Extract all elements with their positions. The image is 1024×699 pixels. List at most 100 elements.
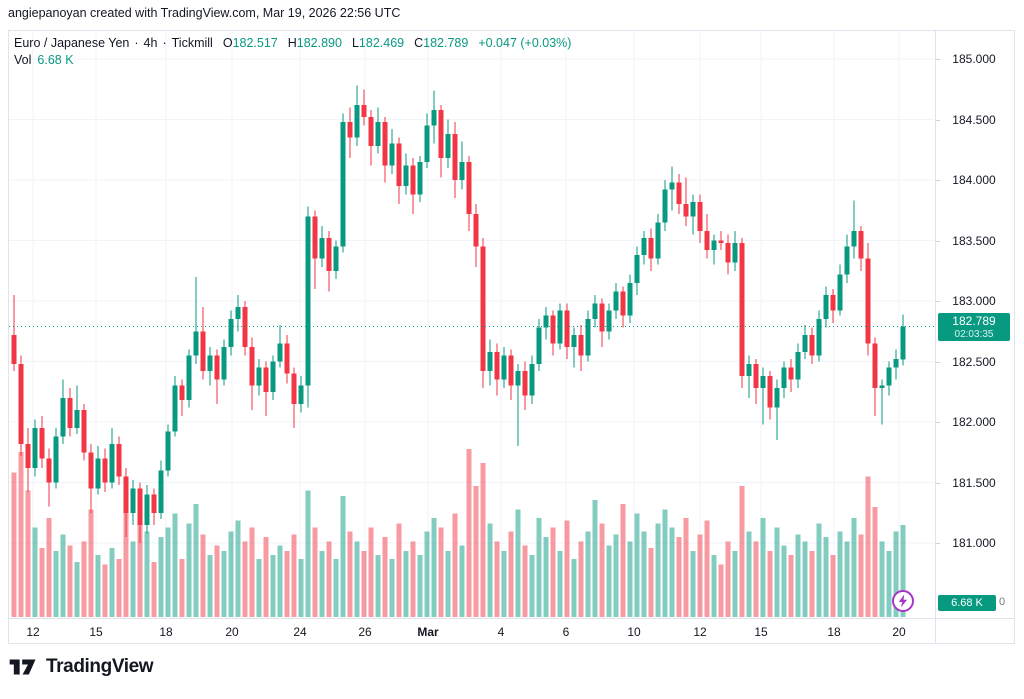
candle-body bbox=[81, 409, 87, 453]
volume-bar bbox=[585, 531, 591, 617]
candle-body bbox=[172, 385, 178, 432]
volume-bar bbox=[851, 517, 857, 617]
volume-bar bbox=[284, 550, 290, 617]
volume-bar bbox=[795, 534, 801, 617]
volume-bar bbox=[788, 555, 794, 617]
candle-body bbox=[732, 242, 738, 263]
volume-bar bbox=[473, 486, 479, 617]
volume-bar bbox=[375, 555, 381, 617]
candle-body bbox=[158, 470, 164, 513]
volume-bar bbox=[739, 486, 745, 617]
volume-bar bbox=[893, 531, 899, 617]
volume-zero-label: 0 bbox=[999, 596, 1006, 608]
time-axis-label: 15 bbox=[89, 625, 103, 639]
flash-action-button[interactable] bbox=[891, 589, 915, 613]
price-axis[interactable]: 185.000 184.500 184.000 183.500 183.000 182.5… bbox=[935, 31, 1015, 617]
price-axis-tick bbox=[935, 180, 940, 181]
tradingview-logo[interactable]: TradingView bbox=[8, 655, 154, 679]
volume-bar bbox=[102, 564, 108, 617]
volume-bar bbox=[193, 504, 199, 617]
candle-body bbox=[865, 258, 871, 344]
candle-wick bbox=[685, 177, 687, 226]
ohlc-low-value: 182.469 bbox=[358, 36, 405, 50]
current-price-value: 182.789 bbox=[952, 314, 996, 328]
legend-broker[interactable]: Tickmill bbox=[171, 36, 213, 50]
volume-bar bbox=[809, 550, 815, 617]
ohlc-low: L182.469 bbox=[351, 36, 405, 50]
candle-body bbox=[186, 355, 192, 401]
volume-bar bbox=[711, 555, 717, 617]
candle-body bbox=[578, 334, 584, 356]
candle-body bbox=[438, 109, 444, 159]
volume-bar bbox=[529, 555, 535, 617]
time-axis-label: 20 bbox=[892, 625, 906, 639]
candle-body bbox=[508, 355, 514, 386]
candle-body bbox=[816, 319, 822, 356]
candle-body bbox=[382, 121, 388, 166]
volume-bar bbox=[634, 513, 640, 617]
volume-bar bbox=[900, 525, 906, 617]
volume-bar bbox=[305, 490, 311, 617]
chart-legend: Euro / Japanese Yen · 4h · Tickmill O182… bbox=[14, 36, 571, 50]
price-axis-label: 182.000 bbox=[952, 415, 996, 429]
volume-bar bbox=[46, 517, 52, 617]
volume-bar bbox=[550, 527, 556, 617]
tradingview-logo-text: TradingView bbox=[46, 656, 154, 677]
candle-body bbox=[522, 371, 528, 396]
volume-bar bbox=[774, 527, 780, 617]
volume-legend-value: 6.68 K bbox=[37, 53, 74, 67]
bar-countdown: 02:03:35 bbox=[954, 328, 994, 340]
volume-bar bbox=[508, 531, 514, 617]
time-axis[interactable]: 12 15 18 20 24 26 Mar 4 6 10 12 15 18 20 bbox=[9, 619, 935, 644]
volume-bar bbox=[39, 548, 45, 617]
legend-separator: · bbox=[134, 36, 139, 50]
candle-body bbox=[67, 397, 73, 429]
volume-bar bbox=[536, 517, 542, 617]
candle-body bbox=[613, 291, 619, 311]
candle-body bbox=[347, 121, 353, 138]
lightning-icon bbox=[892, 590, 914, 612]
time-axis-label: 4 bbox=[497, 625, 505, 639]
candle-wick bbox=[776, 379, 778, 441]
price-axis-label: 181.000 bbox=[952, 536, 996, 550]
candle-body bbox=[739, 242, 745, 377]
volume-bar bbox=[18, 451, 24, 617]
volume-bar bbox=[445, 550, 451, 617]
legend-interval[interactable]: 4h bbox=[143, 36, 158, 50]
candle-body bbox=[571, 334, 577, 347]
candle-body bbox=[46, 458, 52, 483]
candle-body bbox=[606, 310, 612, 332]
candle-body bbox=[116, 443, 122, 477]
time-axis-label: 12 bbox=[26, 625, 40, 639]
candle-body bbox=[291, 373, 297, 404]
candle-body bbox=[452, 134, 458, 180]
candle-wick bbox=[13, 294, 15, 372]
volume-bar bbox=[67, 545, 73, 617]
volume-bar bbox=[872, 506, 878, 617]
volume-bar bbox=[410, 541, 416, 617]
candle-body bbox=[249, 346, 255, 386]
candle-body bbox=[39, 428, 45, 459]
candle-body bbox=[263, 367, 269, 392]
volume-bar bbox=[557, 550, 563, 617]
time-axis-label: 26 bbox=[358, 625, 372, 639]
candle-body bbox=[690, 201, 696, 217]
time-axis-separator bbox=[9, 618, 1015, 619]
volume-bar bbox=[319, 550, 325, 617]
candle-body bbox=[809, 334, 815, 356]
legend-symbol[interactable]: Euro / Japanese Yen bbox=[14, 36, 130, 50]
ohlc-open: O182.517 bbox=[222, 36, 278, 50]
candle-body bbox=[109, 443, 115, 483]
price-chart-canvas[interactable] bbox=[9, 31, 935, 618]
volume-bar bbox=[648, 548, 654, 617]
volume-bar bbox=[522, 545, 528, 617]
candle-body bbox=[543, 315, 549, 328]
volume-bar bbox=[732, 550, 738, 617]
volume-bar bbox=[753, 541, 759, 617]
candle-body bbox=[368, 117, 374, 147]
volume-bar bbox=[886, 550, 892, 617]
volume-bar bbox=[158, 537, 164, 617]
volume-bar bbox=[144, 531, 150, 617]
volume-legend-label[interactable]: Vol bbox=[14, 53, 32, 67]
candle-body bbox=[592, 303, 598, 320]
